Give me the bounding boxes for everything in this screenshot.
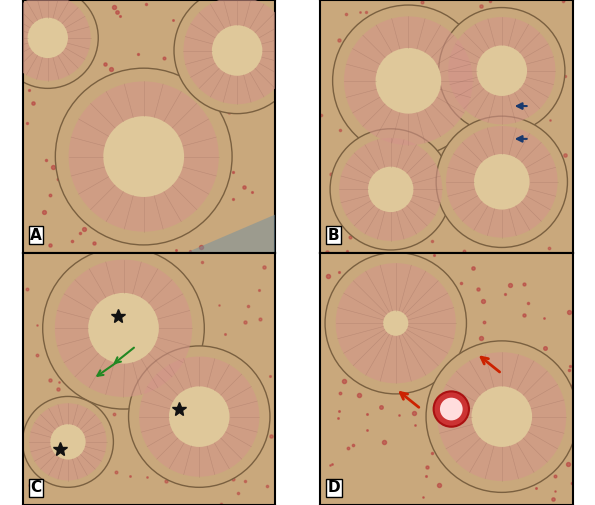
Circle shape (104, 116, 184, 197)
Circle shape (333, 5, 484, 157)
Text: D: D (328, 480, 340, 495)
Circle shape (0, 0, 98, 88)
Circle shape (336, 263, 456, 383)
Circle shape (474, 154, 530, 210)
Circle shape (426, 341, 578, 492)
Circle shape (375, 48, 441, 114)
Circle shape (27, 18, 68, 58)
Circle shape (471, 386, 532, 447)
Circle shape (368, 167, 414, 212)
Circle shape (55, 260, 192, 397)
Circle shape (439, 8, 565, 134)
Circle shape (448, 17, 556, 124)
Circle shape (129, 346, 270, 487)
Circle shape (330, 129, 451, 250)
Polygon shape (187, 215, 275, 252)
Circle shape (139, 357, 259, 477)
Circle shape (440, 398, 463, 420)
Text: C: C (30, 480, 41, 495)
Circle shape (23, 396, 114, 487)
Circle shape (88, 293, 159, 364)
Circle shape (5, 0, 90, 81)
Circle shape (183, 0, 291, 104)
Circle shape (325, 252, 466, 394)
Circle shape (339, 138, 442, 241)
Circle shape (174, 0, 300, 114)
Circle shape (437, 352, 566, 481)
Circle shape (477, 45, 527, 96)
Circle shape (436, 116, 568, 247)
Circle shape (212, 25, 262, 76)
Circle shape (383, 311, 408, 336)
Text: B: B (328, 228, 339, 243)
Text: A: A (30, 228, 42, 243)
Circle shape (29, 403, 107, 481)
Circle shape (344, 16, 473, 145)
Circle shape (50, 424, 86, 460)
Circle shape (68, 81, 219, 232)
Circle shape (43, 247, 204, 409)
Circle shape (169, 386, 230, 447)
Circle shape (55, 68, 232, 245)
Circle shape (434, 391, 469, 427)
Circle shape (446, 126, 558, 238)
